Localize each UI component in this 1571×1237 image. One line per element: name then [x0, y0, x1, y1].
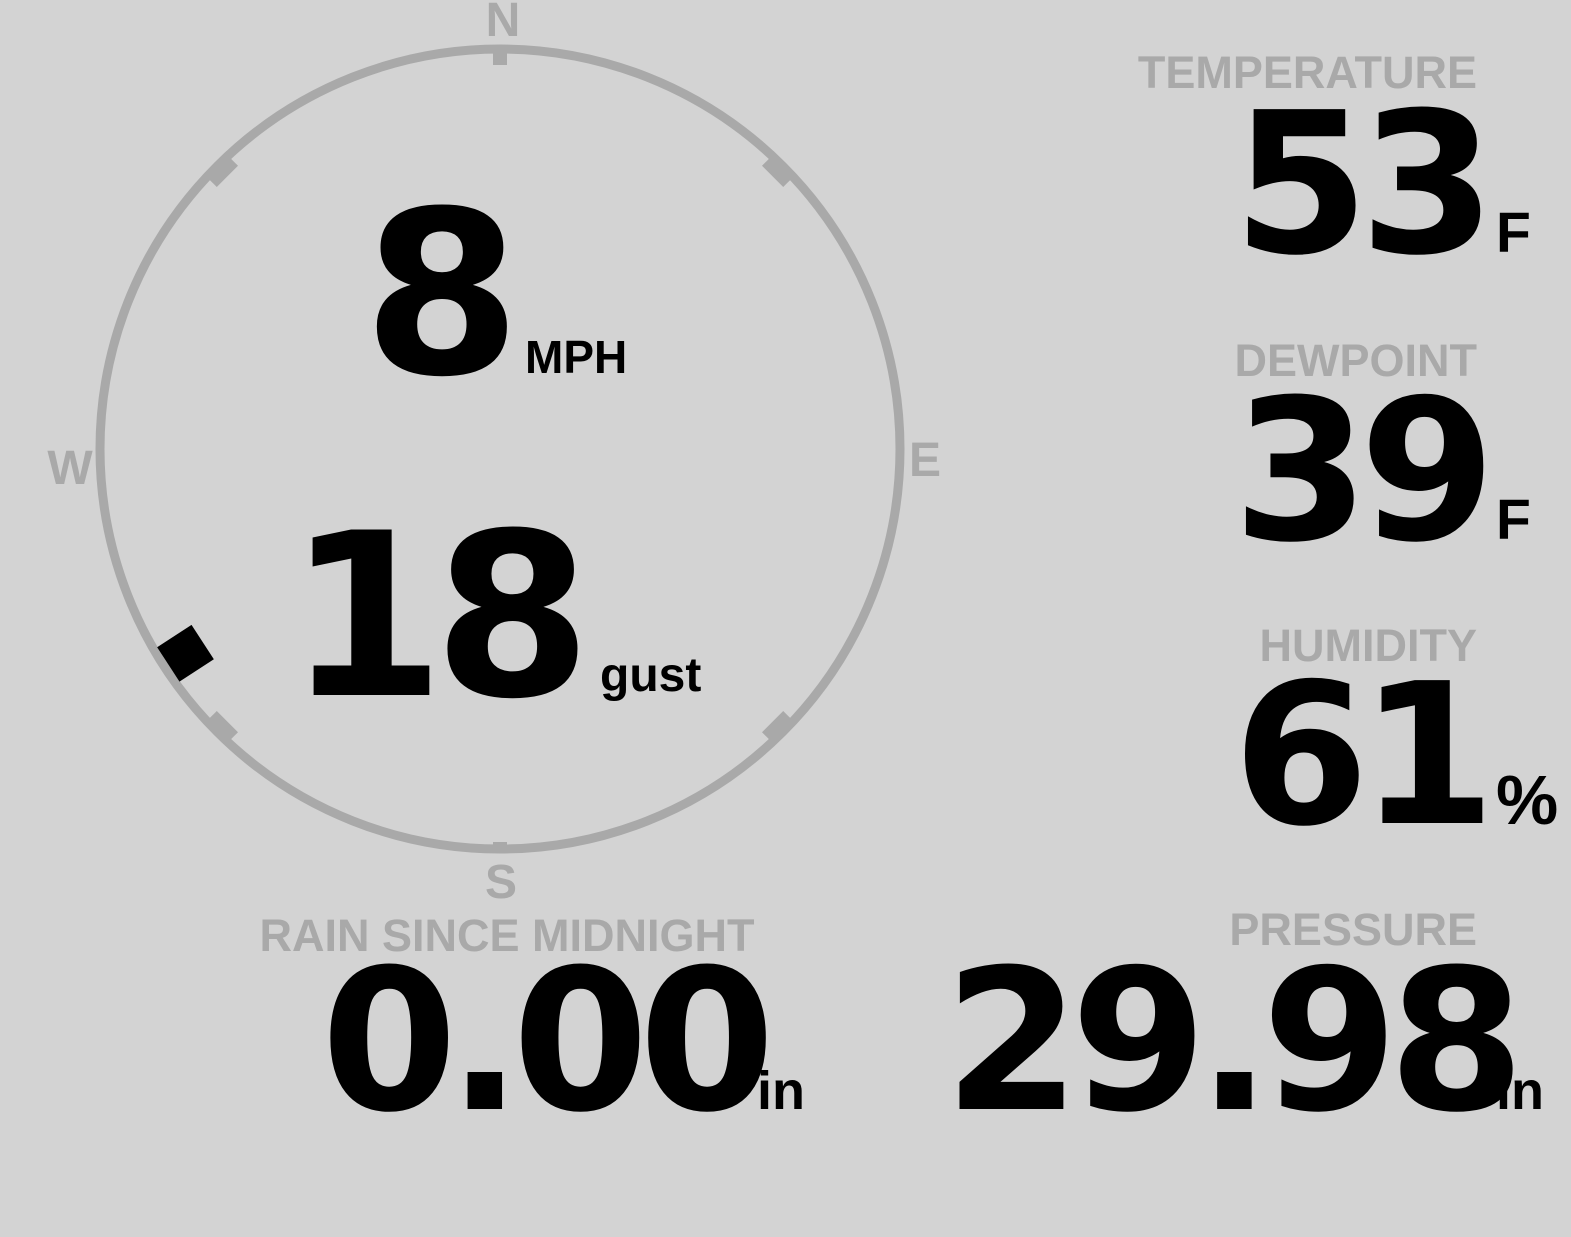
wind-gust-unit: gust [600, 649, 702, 702]
wind-gust-value: 18 [287, 484, 592, 749]
pressure-label: PRESSURE [1229, 904, 1477, 955]
compass-tick-s [493, 842, 507, 853]
dewpoint-unit: F [1496, 488, 1531, 552]
compass-tick-n [493, 52, 507, 65]
rain-label: RAIN SINCE MIDNIGHT [259, 910, 755, 961]
rain-unit: in [757, 1061, 805, 1121]
compass-label-west: W [47, 442, 93, 495]
compass-tick-nw [209, 158, 238, 187]
dewpoint-label: DEWPOINT [1234, 335, 1478, 386]
humidity-label: HUMIDITY [1259, 620, 1478, 671]
compass-label-east: E [908, 434, 942, 487]
temperature-label: TEMPERATURE [1137, 47, 1477, 98]
rain-value: 0.00 [321, 928, 775, 1156]
temperature-unit: F [1496, 201, 1531, 265]
compass-label-south: S [484, 856, 518, 909]
humidity-value: 61 [1232, 642, 1496, 870]
wind-speed-value: 8 [363, 162, 521, 427]
wind-speed-unit: MPH [525, 331, 628, 383]
dewpoint-value: 39 [1232, 358, 1496, 586]
compass-tick-ne [762, 158, 791, 187]
compass-tick-se [762, 711, 791, 740]
compass-label-north: N [485, 0, 521, 47]
pressure-value: 29.98 [944, 928, 1525, 1156]
compass-tick-sw [209, 711, 238, 740]
humidity-unit: % [1496, 761, 1559, 839]
temperature-value: 53 [1232, 71, 1496, 299]
wind-direction-marker [157, 624, 214, 682]
pressure-unit: in [1496, 1061, 1544, 1121]
